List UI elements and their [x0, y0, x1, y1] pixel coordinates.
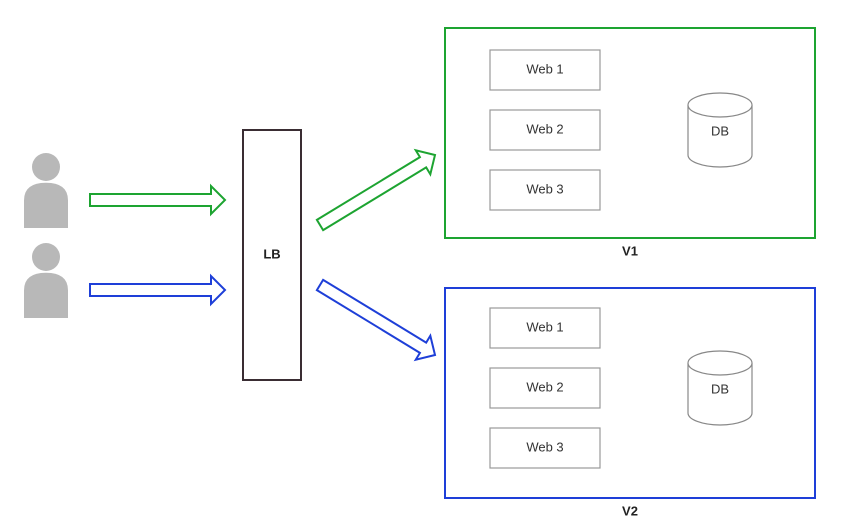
load-balancer-label: LB: [263, 246, 280, 261]
arrow-user2-to-lb: [90, 276, 225, 304]
v1-db: DB: [688, 93, 752, 167]
v2-version-label: V2: [622, 503, 638, 518]
v1-web-1-label: Web 1: [526, 61, 563, 76]
user-2-icon: [24, 243, 68, 318]
arrow-lb-to-v2: [317, 280, 435, 360]
v2-web-3: Web 3: [490, 428, 600, 468]
v1-environment: Web 1 Web 2 Web 3 DB V1: [445, 28, 815, 258]
v2-environment: Web 1 Web 2 Web 3 DB V2: [445, 288, 815, 518]
v2-web-1: Web 1: [490, 308, 600, 348]
v1-web-2-label: Web 2: [526, 121, 563, 136]
architecture-diagram: LB Web 1 Web 2 Web 3 DB V1 Web 1 Web 2 Web 3 DB V2: [0, 0, 850, 527]
v1-web-3-label: Web 3: [526, 181, 563, 196]
v1-version-label: V1: [622, 243, 638, 258]
user-1-icon: [24, 153, 68, 228]
v1-web-1: Web 1: [490, 50, 600, 90]
load-balancer: LB: [243, 130, 301, 380]
v1-web-2: Web 2: [490, 110, 600, 150]
v1-db-label: DB: [711, 123, 729, 138]
v2-web-3-label: Web 3: [526, 439, 563, 454]
arrow-user1-to-lb: [90, 186, 225, 214]
arrow-lb-to-v1: [317, 150, 435, 230]
v2-web-2-label: Web 2: [526, 379, 563, 394]
v2-web-2: Web 2: [490, 368, 600, 408]
v2-db-label: DB: [711, 381, 729, 396]
v2-web-1-label: Web 1: [526, 319, 563, 334]
v2-db: DB: [688, 351, 752, 425]
v1-web-3: Web 3: [490, 170, 600, 210]
